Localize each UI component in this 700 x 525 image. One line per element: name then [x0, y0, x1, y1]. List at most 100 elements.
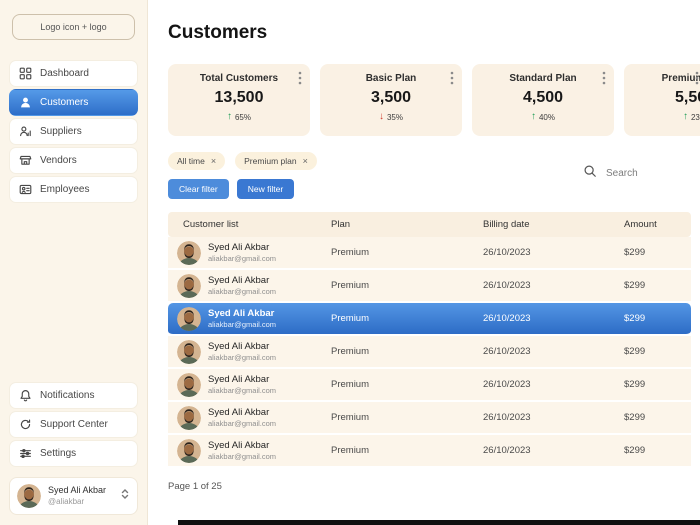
table-row[interactable]: Syed Ali Akbar aliakbar@gmail.com Premiu…	[168, 402, 691, 435]
avatar	[177, 439, 201, 463]
amount-cell: $299	[624, 280, 646, 291]
trend-up-icon: ↑	[682, 111, 688, 122]
customer-email: aliakbar@gmail.com	[208, 319, 277, 329]
sidebar-secondary-nav: Notifications Support Center Settin	[0, 380, 147, 469]
avatar	[177, 307, 201, 331]
employees-badge-icon	[19, 183, 32, 196]
customers-person-icon	[19, 96, 32, 109]
table-row-selected[interactable]: Syed Ali Akbar aliakbar@gmail.com Premiu…	[168, 303, 691, 336]
filter-chip-premium-plan[interactable]: Premium plan ×	[235, 152, 317, 170]
customer-email: aliakbar@gmail.com	[208, 418, 277, 428]
amount-cell: $299	[624, 412, 646, 423]
column-header-customer-list: Customer list	[183, 219, 239, 230]
table-row[interactable]: Syed Ali Akbar aliakbar@gmail.com Premiu…	[168, 336, 691, 369]
profile-handle: @aliakbar	[48, 496, 85, 506]
sidebar: Logo icon + logo Dashboard Customers	[0, 0, 148, 525]
support-refresh-icon	[19, 418, 32, 431]
column-header-billing-date: Billing date	[483, 219, 530, 230]
stat-card-basic-plan: Basic Plan 3,500 ↓ 35%	[320, 64, 462, 136]
sidebar-item-label: Dashboard	[40, 68, 89, 79]
avatar	[177, 340, 201, 364]
stat-value: 3,500	[370, 89, 412, 106]
stat-value: 5,500	[674, 89, 700, 106]
sidebar-item-vendors[interactable]: Vendors	[9, 147, 138, 174]
amount-cell: $299	[624, 247, 646, 258]
stat-title: Standard Plan	[509, 73, 577, 84]
dashboard-grid-icon	[19, 67, 32, 80]
plan-cell: Premium	[331, 313, 370, 324]
search-icon	[583, 164, 597, 183]
stat-title: Premium Plan	[661, 73, 700, 84]
stat-title: Basic Plan	[365, 73, 417, 84]
sidebar-item-notifications[interactable]: Notifications	[9, 382, 138, 409]
vendors-store-icon	[19, 154, 32, 167]
amount-cell: $299	[624, 379, 646, 390]
sidebar-nav: Dashboard Customers Suppliers	[0, 58, 147, 205]
stats-cards: Total Customers 13,500 ↑ 65% Basic Plan …	[168, 64, 700, 136]
table-row[interactable]: Syed Ali Akbar aliakbar@gmail.com Premiu…	[168, 237, 691, 270]
sidebar-item-label: Vendors	[40, 155, 77, 166]
card-menu-icon[interactable]	[449, 70, 455, 89]
plan-cell: Premium	[331, 379, 370, 390]
card-menu-icon[interactable]	[694, 70, 700, 89]
customer-email: aliakbar@gmail.com	[208, 385, 277, 395]
stat-change: ↑ 40%	[480, 112, 606, 122]
column-header-amount: Amount	[624, 219, 657, 230]
trend-up-icon: ↑	[530, 111, 536, 122]
page-title: Customers	[168, 22, 268, 43]
sidebar-item-customers[interactable]: Customers	[9, 89, 138, 116]
avatar	[177, 274, 201, 298]
customer-cell: Syed Ali Akbar aliakbar@gmail.com	[177, 406, 331, 430]
chip-label: Premium plan	[244, 156, 297, 166]
plan-cell: Premium	[331, 247, 370, 258]
profile-card[interactable]: Syed Ali Akbar @aliakbar	[9, 477, 138, 515]
amount-cell: $299	[624, 445, 646, 456]
sidebar-item-dashboard[interactable]: Dashboard	[9, 60, 138, 87]
avatar	[177, 406, 201, 430]
search-box	[583, 164, 688, 183]
billing-date-cell: 26/10/2023	[483, 280, 531, 291]
bell-icon	[19, 389, 32, 402]
trend-percent: 23%	[690, 112, 700, 122]
filter-chip-all-time[interactable]: All time ×	[168, 152, 226, 170]
card-menu-icon[interactable]	[297, 70, 303, 89]
table-row[interactable]: Syed Ali Akbar aliakbar@gmail.com Premiu…	[168, 369, 691, 402]
sidebar-item-label: Settings	[40, 448, 77, 459]
suppliers-icon	[19, 125, 32, 138]
amount-cell: $299	[624, 346, 646, 357]
filter-chips: All time × Premium plan ×	[168, 152, 317, 170]
clear-filter-button[interactable]: Clear filter	[168, 179, 229, 199]
trend-percent: 35%	[386, 112, 403, 122]
billing-date-cell: 26/10/2023	[483, 412, 531, 423]
sidebar-item-label: Notifications	[40, 390, 95, 401]
trend-up-icon: ↑	[226, 111, 232, 122]
avatar	[177, 373, 201, 397]
sidebar-item-suppliers[interactable]: Suppliers	[9, 118, 138, 145]
table-row[interactable]: Syed Ali Akbar aliakbar@gmail.com Premiu…	[168, 435, 691, 468]
customer-name: Syed Ali Akbar	[208, 407, 270, 419]
sidebar-item-label: Suppliers	[40, 126, 82, 137]
chip-label: All time	[177, 156, 205, 166]
stat-value: 13,500	[214, 89, 264, 106]
sidebar-item-settings[interactable]: Settings	[9, 440, 138, 467]
sidebar-item-label: Employees	[40, 184, 90, 195]
card-menu-icon[interactable]	[601, 70, 607, 89]
sidebar-item-employees[interactable]: Employees	[9, 176, 138, 203]
stat-card-total-customers: Total Customers 13,500 ↑ 65%	[168, 64, 310, 136]
new-filter-button[interactable]: New filter	[236, 179, 295, 199]
customer-cell: Syed Ali Akbar aliakbar@gmail.com	[177, 373, 331, 397]
sidebar-item-support-center[interactable]: Support Center	[9, 411, 138, 438]
billing-date-cell: 26/10/2023	[483, 346, 531, 357]
profile-name: Syed Ali Akbar	[48, 485, 107, 496]
customer-email: aliakbar@gmail.com	[208, 253, 277, 263]
table-row[interactable]: Syed Ali Akbar aliakbar@gmail.com Premiu…	[168, 270, 691, 303]
close-icon[interactable]: ×	[302, 155, 308, 166]
logo-button[interactable]: Logo icon + logo	[12, 14, 135, 40]
search-input[interactable]	[604, 167, 688, 180]
chevron-up-down-icon	[120, 487, 130, 505]
customer-cell: Syed Ali Akbar aliakbar@gmail.com	[177, 274, 331, 298]
close-icon[interactable]: ×	[210, 155, 217, 166]
billing-date-cell: 26/10/2023	[483, 247, 531, 258]
table-header: Customer list Plan Billing date Amount	[168, 212, 691, 237]
